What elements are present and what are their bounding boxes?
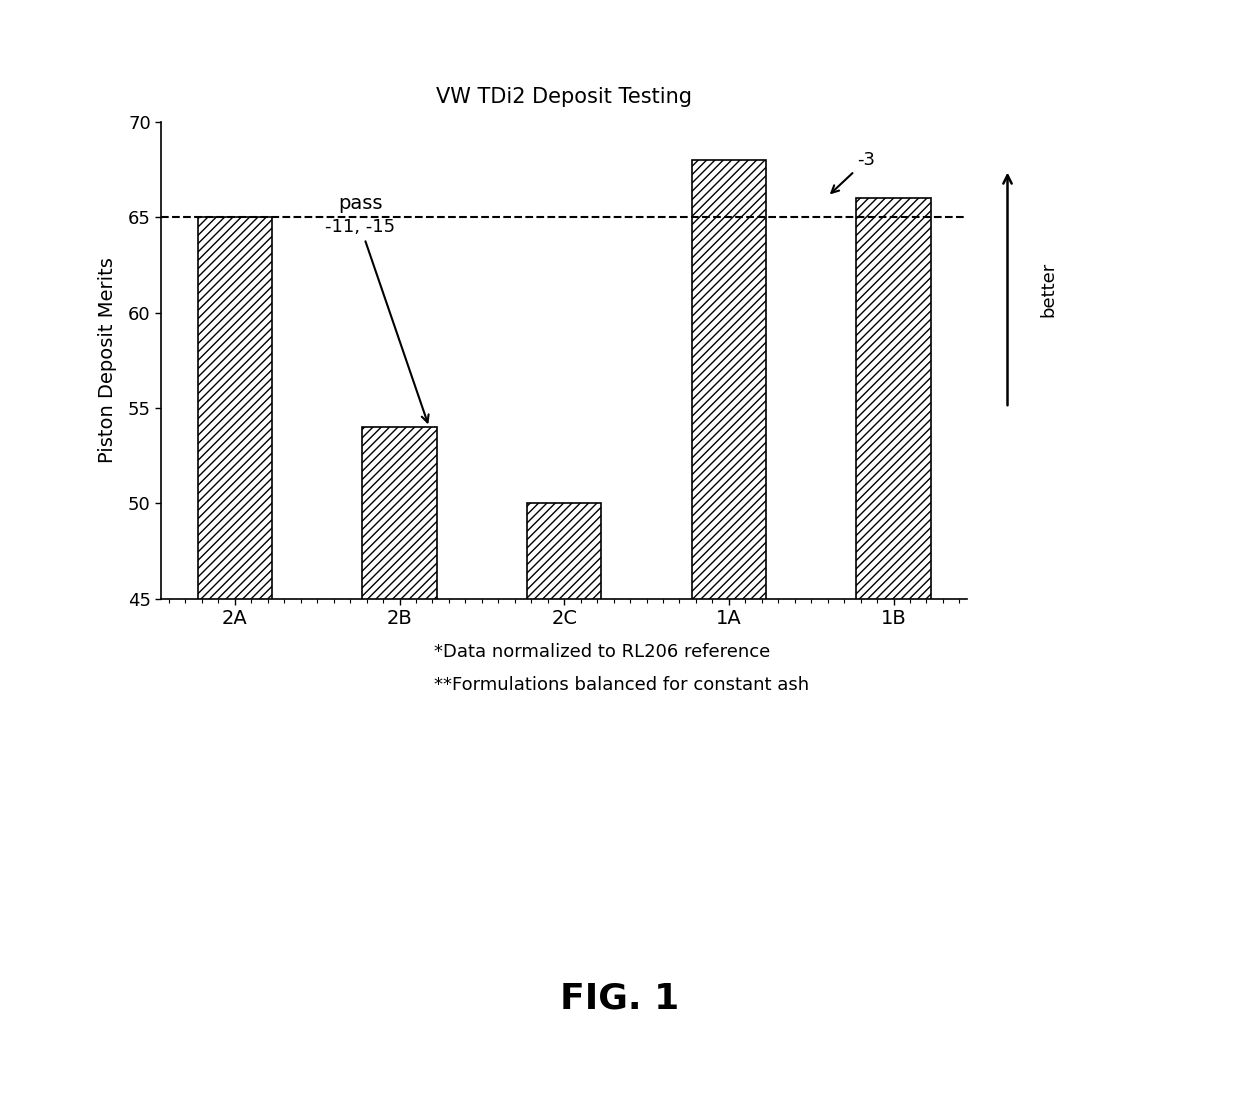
Text: -3: -3 — [831, 151, 875, 193]
Title: VW TDi2 Deposit Testing: VW TDi2 Deposit Testing — [436, 87, 692, 106]
Bar — [857, 199, 930, 599]
Y-axis label: Piston Deposit Merits: Piston Deposit Merits — [98, 257, 117, 464]
Text: *Data normalized to RL206 reference: *Data normalized to RL206 reference — [434, 643, 770, 661]
Bar — [527, 503, 601, 599]
Text: **Formulations balanced for constant ash: **Formulations balanced for constant ash — [434, 676, 810, 694]
Text: -11, -15: -11, -15 — [325, 217, 429, 423]
Bar — [198, 217, 272, 599]
Text: FIG. 1: FIG. 1 — [560, 981, 680, 1015]
Text: better: better — [1039, 262, 1058, 316]
Bar — [362, 427, 436, 599]
Bar — [692, 160, 766, 599]
Text: pass: pass — [339, 194, 383, 213]
